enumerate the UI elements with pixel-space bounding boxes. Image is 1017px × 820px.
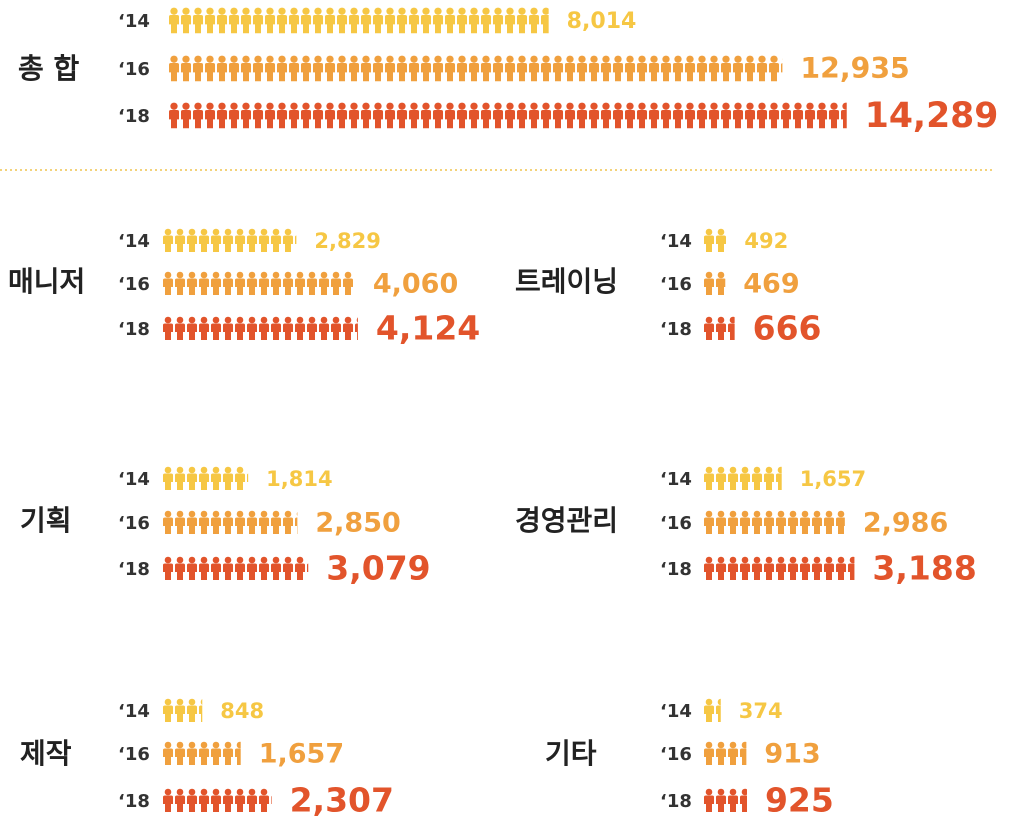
year-label: ‘14 (118, 469, 150, 490)
value-label: 3,079 (326, 549, 430, 588)
value-label: 2,307 (290, 781, 394, 820)
value-label: 2,986 (863, 508, 948, 539)
value-label: 2,829 (314, 229, 380, 253)
value-label: 2,850 (315, 508, 400, 539)
value-label: 374 (739, 699, 783, 723)
icon-row (169, 102, 847, 129)
icon-row (704, 556, 855, 580)
value-label: 492 (744, 229, 788, 253)
year-label: ‘18 (660, 791, 692, 812)
value-label: 925 (765, 781, 834, 820)
icon-row (704, 510, 845, 534)
value-label: 3,188 (872, 549, 976, 588)
icon-row (163, 271, 353, 295)
icon-row (163, 510, 298, 534)
icon-row (704, 466, 782, 490)
value-label: 1,657 (800, 467, 866, 491)
group-title: 기타 (545, 737, 597, 770)
year-label: ‘16 (660, 274, 692, 295)
year-label: ‘16 (118, 513, 150, 534)
year-label: ‘18 (660, 319, 692, 340)
year-label: ‘18 (118, 559, 150, 580)
year-label: ‘14 (118, 701, 150, 722)
year-label: ‘18 (660, 559, 692, 580)
icon-row (704, 228, 726, 252)
year-label: ‘16 (660, 513, 692, 534)
year-label: ‘18 (118, 791, 150, 812)
group-title: 트레이닝 (515, 265, 618, 298)
value-label: 4,060 (373, 269, 458, 300)
value-label: 848 (220, 699, 264, 723)
icon-row (704, 271, 726, 295)
year-label: ‘16 (118, 274, 150, 295)
icon-row (163, 741, 241, 765)
year-label: ‘14 (660, 469, 692, 490)
icon-row (704, 741, 747, 765)
value-label: 14,289 (865, 96, 999, 136)
year-label: ‘14 (118, 11, 150, 32)
group-title: 총 합 (18, 52, 80, 85)
year-label: ‘16 (118, 744, 150, 765)
icon-row (704, 698, 721, 722)
year-label: ‘18 (118, 319, 150, 340)
year-label: ‘18 (118, 106, 150, 127)
icon-row (163, 228, 297, 252)
year-label: ‘14 (660, 231, 692, 252)
icon-row (163, 466, 249, 490)
icon-row (163, 788, 272, 812)
value-label: 666 (753, 309, 822, 348)
group-title: 매니저 (8, 265, 85, 298)
value-label: 913 (764, 739, 820, 770)
group-title: 기획 (20, 504, 72, 537)
year-label: ‘14 (118, 231, 150, 252)
icon-row (169, 7, 549, 34)
year-label: ‘14 (660, 701, 692, 722)
value-label: 1,814 (266, 467, 332, 491)
group-title: 제작 (20, 737, 72, 770)
icon-row (704, 316, 735, 340)
icon-row (704, 788, 747, 812)
value-label: 4,124 (376, 309, 480, 348)
icon-row (169, 55, 783, 82)
icon-row (163, 316, 358, 340)
value-label: 1,657 (259, 739, 344, 770)
icon-row (163, 698, 203, 722)
year-label: ‘16 (118, 59, 150, 80)
group-title: 경영관리 (515, 504, 618, 537)
value-label: 12,935 (800, 52, 909, 85)
icon-row (163, 556, 309, 580)
value-label: 469 (743, 269, 799, 300)
year-label: ‘16 (660, 744, 692, 765)
value-label: 8,014 (567, 9, 637, 34)
